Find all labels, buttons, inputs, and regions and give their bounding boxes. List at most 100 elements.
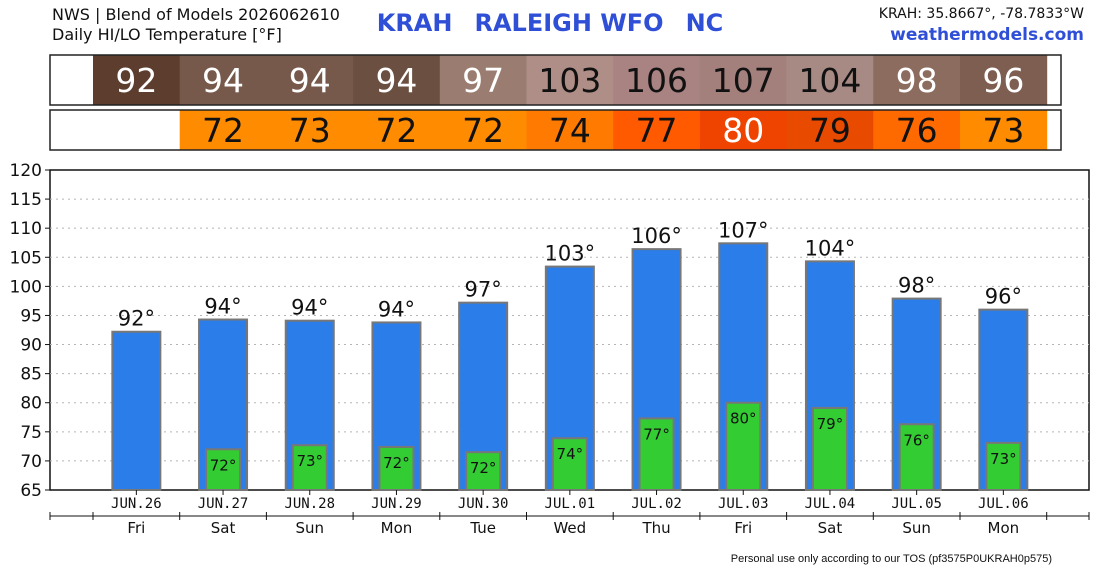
lo-bar (465, 451, 502, 492)
lo-row-cell (960, 110, 1048, 150)
hi-bar-label: 92° (118, 307, 155, 331)
lo-bar (898, 423, 935, 491)
lo-row-cell (93, 110, 181, 150)
lo-bar-label: 72° (470, 459, 497, 477)
y-tick-label: 65 (20, 481, 42, 501)
y-tick-label: 90 (20, 336, 42, 356)
lo-row-value: 80 (722, 111, 764, 150)
y-tick-label: 85 (20, 365, 42, 385)
lo-bar-label: 80° (730, 410, 757, 428)
lo-bar (551, 437, 588, 491)
station-title: KRAH RALEIGH WFO NC (0, 9, 1100, 37)
y-tick-label: 100 (10, 277, 42, 297)
lo-bar-label: 72° (383, 454, 410, 472)
hi-row-cell (439, 55, 527, 105)
lo-bar (291, 444, 328, 492)
lo-row-border (49, 109, 1062, 151)
lo-row-value: 74 (549, 111, 591, 150)
x-tick-label: JUN.29 (371, 496, 422, 512)
hi-row-cell (179, 55, 267, 105)
weekday-label: Fri (127, 519, 145, 537)
y-tick-label: 95 (20, 306, 42, 326)
hi-row-cell (699, 55, 788, 105)
hi-row-value: 94 (289, 61, 331, 100)
hi-bar-label: 94° (291, 296, 328, 320)
hi-row-value: 94 (375, 61, 417, 100)
weekday-label: Sun (902, 519, 931, 537)
y-tick-label: 80 (20, 394, 42, 414)
hi-row-cell-left (50, 55, 93, 105)
lo-row-cell (526, 110, 614, 150)
weekday-label: Thu (641, 519, 670, 537)
lo-row-cell (179, 110, 267, 150)
weekday-label: Mon (381, 519, 413, 537)
y-tick-label: 105 (10, 248, 42, 268)
hi-row-cell (526, 55, 614, 105)
y-tick-label: 75 (20, 423, 42, 443)
lo-row-value: 77 (636, 111, 678, 150)
lo-row-cell (873, 110, 961, 150)
lo-row-value: 79 (809, 111, 851, 150)
weekday-label: Sat (211, 519, 236, 537)
header-product: Daily HI/LO Temperature [°F] (52, 25, 282, 44)
hi-bar-label: 96° (985, 285, 1022, 309)
x-tick-label: JUL.03 (718, 496, 769, 512)
y-tick-label: 115 (10, 190, 42, 210)
lo-bar-label: 73° (296, 452, 323, 470)
lo-row-value: 73 (982, 111, 1024, 150)
x-tick-label: JUN.28 (284, 496, 335, 512)
x-tick-label: JUN.26 (111, 496, 162, 512)
x-tick-label: JUL.01 (545, 496, 596, 512)
y-tick-label: 120 (10, 161, 42, 181)
x-tick-label: JUL.02 (631, 496, 682, 512)
lo-bar-label: 73° (990, 450, 1017, 468)
hi-row-cell (353, 55, 441, 105)
hi-row-value: 98 (896, 61, 938, 100)
lo-row-value: 72 (462, 111, 504, 150)
hi-row-cell (873, 55, 961, 105)
weekday-label: Sat (818, 519, 843, 537)
hi-row-cell-right (1046, 55, 1061, 105)
hi-row-cell (786, 55, 874, 105)
x-tick-label: JUN.27 (198, 496, 249, 512)
lo-row-cell (266, 110, 354, 150)
weekday-label: Fri (734, 519, 752, 537)
hi-bar (111, 330, 162, 491)
lo-bar (811, 406, 848, 491)
lo-bar-label: 76° (903, 431, 930, 449)
lo-row-value: 72 (375, 111, 417, 150)
weekday-label: Mon (988, 519, 1020, 537)
hi-row-cell (93, 55, 181, 105)
hi-bar-label: 107° (718, 218, 769, 242)
y-tick-label: 110 (10, 219, 42, 239)
x-tick-label: JUL.05 (891, 496, 942, 512)
station-id: KRAH (376, 9, 453, 37)
hi-row-border (49, 54, 1062, 106)
weekday-label: Tue (469, 519, 496, 537)
hi-bar-label: 94° (204, 295, 241, 319)
hi-row-value: 103 (538, 61, 601, 100)
header-source: NWS | Blend of Models 2026062610 (52, 5, 340, 24)
lo-row-cell-left (50, 110, 93, 150)
x-tick-label: JUN.30 (458, 496, 509, 512)
hi-row-value: 96 (982, 61, 1024, 100)
lo-row-cell (613, 110, 701, 150)
lo-bar-label: 72° (210, 456, 237, 474)
hi-row-value: 107 (712, 61, 775, 100)
hi-row-value: 94 (202, 61, 244, 100)
footer-note: Personal use only according to our TOS (… (730, 553, 1052, 565)
x-tick-label: JUL.06 (978, 496, 1029, 512)
lo-row-cell (353, 110, 441, 150)
lo-row-value: 76 (896, 111, 938, 150)
lo-bar (638, 417, 675, 492)
weekday-label: Wed (553, 519, 586, 537)
lo-row-cell-right (1046, 110, 1061, 150)
hi-bar-label: 98° (898, 274, 935, 298)
lo-row-cell (786, 110, 874, 150)
hi-row-value: 106 (625, 61, 688, 100)
site-brand-link[interactable]: weathermodels.com (890, 25, 1084, 45)
hi-bar-label: 104° (805, 236, 856, 260)
hi-row-cell (960, 55, 1048, 105)
lo-row-cell (439, 110, 527, 150)
